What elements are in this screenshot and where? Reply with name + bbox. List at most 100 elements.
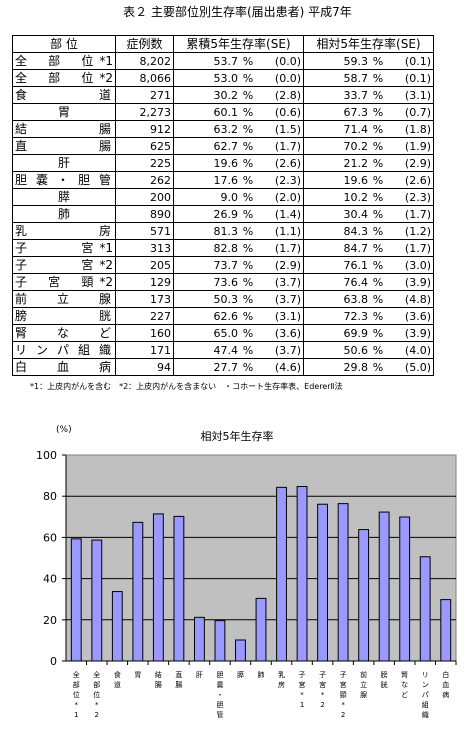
x-tick-label: 管: [216, 710, 223, 719]
bar: [419, 556, 431, 662]
cell-site: 膀胱: [12, 307, 116, 325]
cell-cases: 912: [115, 120, 174, 138]
cell-relative: 70.2: [303, 137, 370, 155]
header-relative: 相対5年生存率(SE): [303, 35, 434, 53]
table-row: リンパ組織 171 47.4% (3.7) 50.6% (4.0): [12, 341, 434, 359]
cell-site: 直腸: [12, 137, 116, 155]
bar: [358, 529, 370, 662]
x-tick-label: *: [321, 691, 325, 699]
site-name: 膵: [57, 189, 70, 204]
site-name: 子宮: [15, 240, 94, 255]
cell-relative: 21.2: [303, 154, 370, 172]
cell-percent: %: [370, 239, 386, 257]
site-name: 白血病: [15, 359, 111, 374]
site-name: 全部位: [15, 53, 94, 68]
cell-relative-se: (1.8): [386, 120, 434, 138]
cell-percent: %: [370, 154, 386, 172]
cell-relative-se: (4.8): [386, 290, 434, 308]
site-note: *2: [99, 257, 113, 272]
table-row: 胆嚢・胆管 262 17.6% (2.3) 19.6% (2.6): [12, 171, 434, 189]
table-row: 前立腺 173 50.3% (3.7) 63.8% (4.8): [12, 290, 434, 308]
x-tick-label: 食: [114, 670, 121, 679]
x-tick-label: 織: [422, 710, 429, 719]
cell-relative-se: (3.6): [386, 307, 434, 325]
bar: [152, 513, 164, 662]
page-title: 表２ 主要部位別生存率(届出患者) 平成7年: [123, 5, 352, 19]
cell-percent: %: [370, 324, 386, 342]
cell-cases: 890: [115, 205, 174, 223]
cell-percent: %: [240, 205, 256, 223]
cell-cumulative-se: (2.3): [256, 171, 304, 189]
x-tick-label: *: [300, 691, 304, 699]
x-tick-label: 胆: [216, 701, 223, 709]
cell-relative-se: (0.1): [386, 52, 434, 70]
x-tick-label: 膵: [237, 670, 244, 679]
bar: [173, 515, 185, 662]
x-tick-label: 腸: [175, 681, 182, 689]
x-tick-label: *: [75, 701, 79, 709]
x-tick-label: 血: [442, 680, 449, 689]
cell-site: リンパ組織: [12, 341, 116, 359]
y-tick-label: 100: [36, 449, 57, 462]
cell-site: 子宮 *2: [12, 256, 116, 274]
cell-cumulative-se: (3.6): [256, 324, 304, 342]
cell-relative: 69.9: [303, 324, 370, 342]
x-tick-label: な: [401, 681, 408, 689]
cell-relative-se: (1.2): [386, 222, 434, 240]
cell-percent: %: [370, 273, 386, 291]
cell-percent: %: [240, 171, 256, 189]
x-tick-label: 1: [74, 711, 78, 719]
x-tick-label: 立: [360, 680, 367, 689]
x-tick-label: 位: [93, 690, 100, 699]
cell-relative: 29.8: [303, 358, 370, 376]
cell-relative: 84.3: [303, 222, 370, 240]
cell-percent: %: [240, 290, 256, 308]
cell-relative: 19.6: [303, 171, 370, 189]
x-tick-label: 白: [442, 670, 449, 679]
x-tick-label: 腎: [401, 670, 408, 679]
table-row: 膵 200 9.0% (2.0) 10.2% (2.3): [12, 188, 434, 206]
x-tick-label: 腺: [360, 690, 367, 699]
cell-relative-se: (1.7): [386, 205, 434, 223]
cell-cumulative-se: (1.5): [256, 120, 304, 138]
cell-cumulative: 60.1: [173, 103, 240, 121]
cell-cases: 205: [115, 256, 174, 274]
cell-cases: 271: [115, 86, 174, 104]
cell-percent: %: [370, 52, 386, 70]
cell-relative-se: (4.0): [386, 341, 434, 359]
cell-cumulative: 17.6: [173, 171, 240, 189]
bar: [132, 521, 144, 662]
cell-cumulative-se: (1.4): [256, 205, 304, 223]
cell-cumulative-se: (2.8): [256, 86, 304, 104]
x-tick-label: 結: [155, 670, 162, 679]
bar: [235, 639, 246, 662]
cell-cumulative: 82.8: [173, 239, 240, 257]
cell-percent: %: [370, 120, 386, 138]
cell-relative-se: (0.1): [386, 69, 434, 87]
chart-title: 相対5年生存率: [201, 429, 274, 443]
cell-cumulative-se: (2.0): [256, 188, 304, 206]
cell-cumulative-se: (2.9): [256, 256, 304, 274]
cell-relative-se: (5.0): [386, 358, 434, 376]
cell-cumulative-se: (2.6): [256, 154, 304, 172]
x-tick-label: リ: [422, 671, 429, 679]
site-note: *2: [99, 274, 113, 289]
x-tick-label: ど: [401, 691, 408, 699]
table-header-row: 部 位 症例数 累積5年生存率(SE) 相対5年生存率(SE): [12, 35, 434, 53]
cell-relative-se: (2.9): [386, 154, 434, 172]
table-row: 膀胱 227 62.6% (3.1) 72.3% (3.6): [12, 307, 434, 325]
cell-cumulative: 73.6: [173, 273, 240, 291]
cell-cumulative-se: (3.7): [256, 273, 304, 291]
bar: [337, 503, 349, 662]
cell-cases: 8,202: [115, 52, 174, 70]
cell-cases: 313: [115, 239, 174, 257]
cell-relative-se: (3.9): [386, 324, 434, 342]
cell-cumulative: 30.2: [173, 86, 240, 104]
x-tick-label: 肺: [258, 671, 265, 679]
cell-site: 全部位 *2: [12, 69, 116, 87]
y-tick-label: 20: [43, 614, 57, 627]
cell-cumulative: 26.9: [173, 205, 240, 223]
cell-site: 食道: [12, 86, 116, 104]
cell-site: 子宮頸 *2: [12, 273, 116, 291]
